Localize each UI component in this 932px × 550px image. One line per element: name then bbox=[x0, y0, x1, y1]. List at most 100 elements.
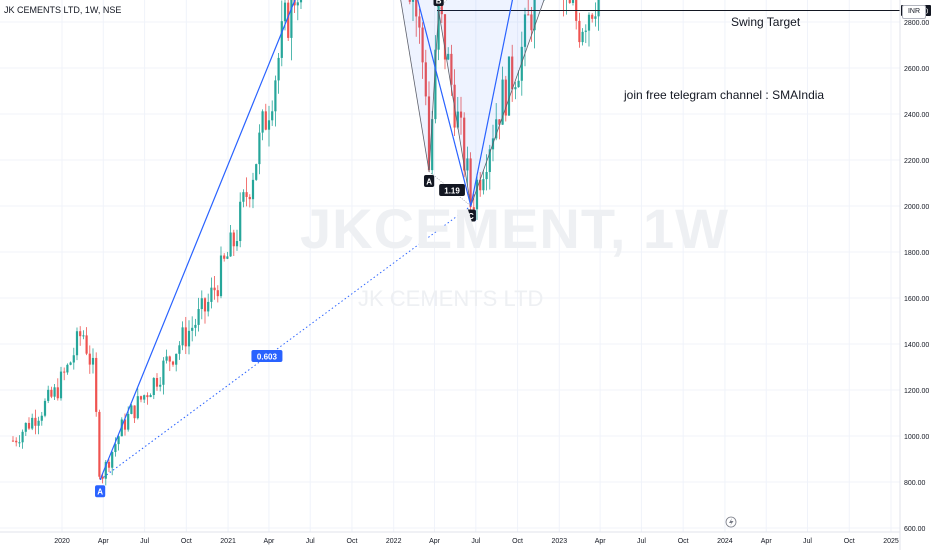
telegram-annotation: join free telegram channel : SMAIndia bbox=[624, 88, 825, 102]
candle-body bbox=[111, 452, 114, 468]
candle-body bbox=[66, 364, 69, 373]
candle-body bbox=[408, 0, 411, 2]
candle-body bbox=[418, 16, 421, 28]
candle-body bbox=[18, 442, 21, 444]
candle-body bbox=[171, 361, 175, 365]
candle-body bbox=[165, 356, 168, 361]
candle-body bbox=[88, 353, 91, 365]
candle-body bbox=[207, 301, 210, 312]
candle-body bbox=[571, 0, 575, 3]
candle-body bbox=[107, 461, 111, 468]
candle-body bbox=[31, 417, 34, 429]
x-tick-label: Apr bbox=[761, 538, 773, 545]
candle-body bbox=[50, 389, 53, 397]
candle-body bbox=[130, 405, 133, 414]
x-tick-label: Oct bbox=[181, 538, 192, 545]
candle-body bbox=[213, 287, 216, 291]
candle-body bbox=[261, 111, 264, 133]
candle-body bbox=[85, 335, 88, 354]
candle-body bbox=[146, 395, 149, 398]
candle-body bbox=[155, 378, 159, 387]
candle-body bbox=[184, 327, 187, 347]
ratio-label-119: 1.19 bbox=[444, 186, 460, 195]
candle-body bbox=[200, 298, 203, 310]
candle-body bbox=[223, 255, 226, 259]
candle-body bbox=[143, 395, 146, 400]
candle-body bbox=[248, 196, 251, 200]
candle-body bbox=[159, 384, 162, 387]
y-tick-label: 2600.00 bbox=[904, 66, 929, 73]
y-tick-label: 600.00 bbox=[904, 526, 926, 533]
candle-body bbox=[181, 327, 184, 346]
candle-body bbox=[104, 461, 107, 479]
candle-body bbox=[504, 79, 507, 116]
x-tick-label: Oct bbox=[347, 538, 358, 545]
lightning-icon bbox=[725, 516, 737, 528]
candle-body bbox=[520, 46, 523, 81]
candle-body bbox=[59, 371, 63, 399]
candle-body bbox=[495, 119, 498, 139]
candle-body bbox=[578, 20, 581, 43]
candle-body bbox=[79, 331, 82, 337]
candle-body bbox=[463, 117, 466, 171]
point-label-a-small: A bbox=[426, 178, 432, 187]
candle-body bbox=[456, 111, 459, 128]
candle-body bbox=[34, 417, 37, 426]
candle-body bbox=[443, 14, 447, 60]
candle-body bbox=[597, 0, 600, 17]
pattern-triangle-bcd bbox=[438, 0, 544, 206]
x-tick-label: Oct bbox=[844, 538, 855, 545]
candle-body bbox=[197, 309, 200, 325]
y-tick-label: 1200.00 bbox=[904, 388, 929, 395]
candle-body bbox=[523, 14, 527, 47]
candle-body bbox=[98, 411, 101, 477]
candle-body bbox=[133, 405, 136, 419]
candle-body bbox=[187, 330, 191, 347]
candle-body bbox=[95, 357, 98, 412]
candle-body bbox=[123, 419, 127, 430]
candle-body bbox=[296, 2, 299, 6]
pattern-leg-small bbox=[400, 0, 430, 172]
x-tick-label: Apr bbox=[429, 538, 441, 545]
candle-body bbox=[501, 79, 504, 125]
candle-body bbox=[450, 53, 453, 85]
candle-body bbox=[255, 164, 258, 180]
candle-body bbox=[434, 49, 437, 120]
point-label-a-large-box bbox=[95, 485, 106, 498]
candle-body bbox=[514, 87, 517, 90]
candles bbox=[11, 0, 600, 486]
candle-body bbox=[226, 256, 229, 259]
candle-body bbox=[117, 436, 120, 445]
candle-body bbox=[239, 201, 242, 242]
pattern-leg-large bbox=[99, 0, 296, 480]
point-label-b-small: B bbox=[436, 0, 442, 6]
x-tick-label: 2023 bbox=[552, 538, 568, 545]
currency-badge[interactable]: INR bbox=[902, 5, 926, 19]
candle-body bbox=[511, 56, 514, 90]
point-label-a-large: A bbox=[97, 488, 103, 497]
candle-body bbox=[63, 371, 66, 373]
point-label-a-small-box bbox=[423, 175, 435, 187]
candle-body bbox=[24, 422, 27, 432]
candle-body bbox=[488, 149, 491, 173]
y-tick-label: 2800.00 bbox=[904, 20, 929, 27]
candle-body bbox=[581, 31, 584, 43]
candle-body bbox=[533, 0, 536, 31]
pattern-leg-small bbox=[428, 10, 440, 172]
x-tick-label: Apr bbox=[98, 538, 110, 545]
candle-body bbox=[594, 16, 597, 19]
candle-body bbox=[280, 21, 283, 58]
candle-body bbox=[136, 396, 139, 419]
candle-body bbox=[69, 362, 72, 365]
candle-body bbox=[475, 179, 479, 210]
x-tick-label: Jul bbox=[306, 538, 315, 545]
candle-body bbox=[232, 232, 235, 247]
pattern-ratio-line-small bbox=[428, 171, 472, 207]
pattern-leg-large bbox=[417, 0, 472, 207]
candle-body bbox=[264, 111, 267, 130]
candle-body bbox=[498, 119, 501, 125]
candle-body bbox=[242, 192, 245, 202]
candle-body bbox=[235, 241, 239, 247]
x-tick-label: Jul bbox=[140, 538, 149, 545]
